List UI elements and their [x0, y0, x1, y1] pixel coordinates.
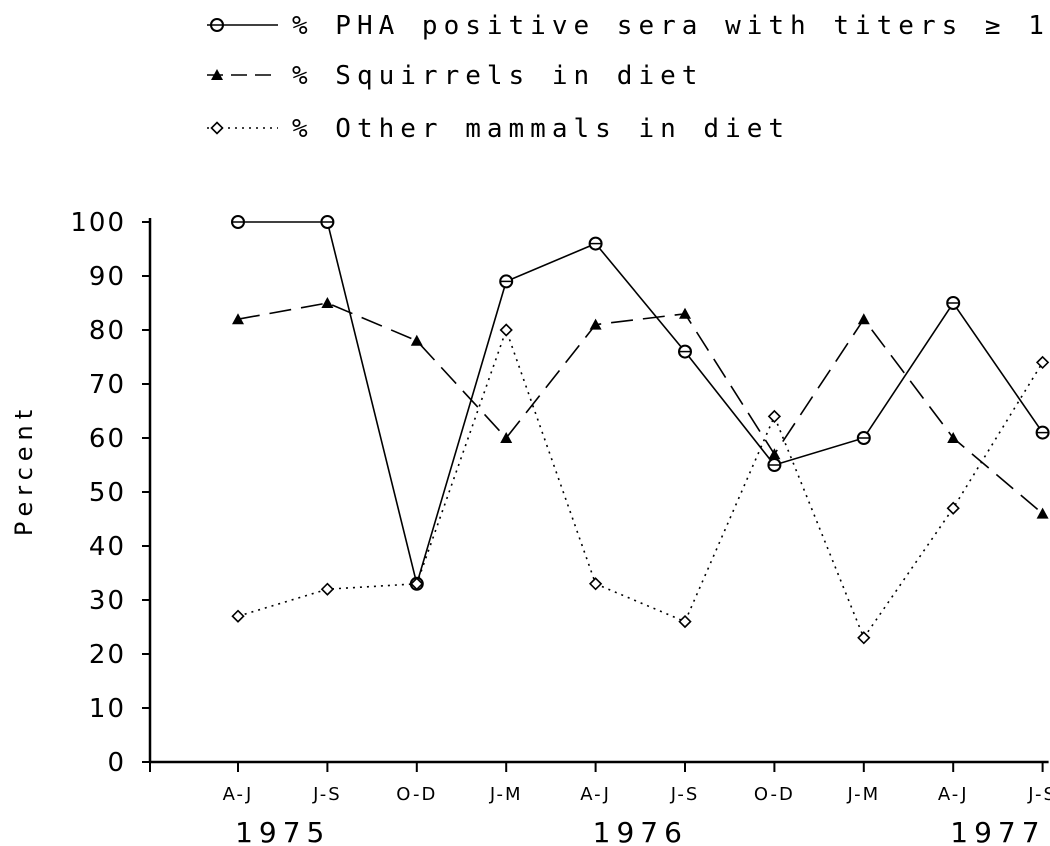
y-tick-label: 100	[70, 208, 126, 238]
data-point-triangle	[410, 334, 423, 346]
x-tick-label: J-S	[1027, 784, 1050, 805]
data-point-diamond	[499, 323, 513, 337]
data-point-diamond	[767, 409, 782, 424]
year-label: 1975	[235, 816, 330, 846]
x-tick-label: A-J	[580, 784, 611, 805]
data-point-circle	[231, 215, 245, 229]
series-2	[232, 297, 1049, 519]
data-point-circle	[946, 296, 961, 310]
data-point-circle	[320, 215, 335, 229]
data-point-circle	[499, 274, 514, 289]
x-tick-label: O-D	[754, 784, 795, 805]
y-tick-label: 10	[89, 694, 126, 724]
y-tick-label: 80	[89, 316, 126, 346]
data-point-triangle	[500, 432, 513, 443]
legend: % PHA positive sera with titers ≥ 16 % Sq…	[207, 11, 1050, 144]
series-line	[238, 221, 1044, 587]
data-point-triangle	[321, 297, 334, 308]
axes: 0 10 20 30 40 50 60 70 80 90 100 A-J J-S O-D J-M A-J J-S…	[70, 208, 1050, 846]
data-point-diamond	[410, 577, 424, 591]
data-point-diamond	[320, 582, 335, 596]
legend-label: % Other mammals in diet	[292, 114, 790, 144]
data-point-triangle	[589, 318, 602, 330]
x-tick-label: A-J	[938, 784, 969, 805]
data-point-circle	[856, 431, 871, 445]
data-point-diamond	[210, 121, 224, 135]
data-point-diamond	[231, 609, 245, 623]
y-tick-label: 70	[89, 370, 126, 400]
series-line	[237, 327, 1044, 640]
x-tick-label: J-S	[312, 784, 342, 805]
series-layer	[231, 215, 1050, 645]
y-tick-label: 60	[89, 424, 126, 454]
y-tick-label: 0	[107, 748, 126, 778]
legend-item-1: % PHA positive sera with titers ≥ 16	[207, 11, 1050, 41]
y-tick-label: 30	[89, 586, 126, 616]
y-tick-label: 50	[89, 478, 126, 508]
legend-label: % PHA positive sera with titers ≥ 16	[292, 11, 1050, 41]
data-point-diamond	[588, 577, 603, 591]
series-3	[231, 323, 1050, 645]
data-point-triangle	[232, 313, 244, 325]
data-point-triangle	[857, 313, 870, 325]
data-point-triangle	[679, 307, 691, 319]
x-tick-label: J-M	[846, 784, 880, 805]
data-point-circle	[767, 458, 782, 472]
x-tick-label: J-S	[670, 784, 700, 805]
data-point-diamond	[678, 614, 692, 629]
x-tick-label: J-M	[489, 784, 523, 805]
y-axis-label: Percent	[10, 404, 38, 536]
data-point-triangle	[1036, 507, 1049, 519]
y-tick-label: 20	[89, 640, 126, 670]
data-point-triangle	[947, 432, 960, 443]
data-point-triangle	[211, 69, 223, 80]
legend-label: % Squirrels in diet	[292, 61, 703, 91]
series-line	[237, 302, 1044, 515]
data-point-triangle	[768, 448, 781, 460]
data-point-diamond	[1035, 355, 1050, 370]
legend-item-3: % Other mammals in diet	[207, 114, 790, 144]
year-label: 1976	[593, 816, 688, 846]
data-point-circle	[678, 344, 692, 359]
data-point-diamond	[946, 501, 960, 515]
series-1	[231, 215, 1050, 591]
year-label: 1977	[950, 816, 1045, 846]
legend-item-2: % Squirrels in diet	[207, 61, 703, 91]
x-tick-label: O-D	[396, 784, 437, 805]
y-tick-label: 40	[89, 532, 126, 562]
data-point-circle	[588, 236, 603, 251]
data-point-diamond	[857, 631, 871, 645]
x-tick-label: A-J	[223, 784, 254, 805]
y-tick-label: 90	[89, 262, 126, 292]
data-point-circle	[210, 18, 224, 32]
data-point-circle	[1035, 425, 1050, 440]
